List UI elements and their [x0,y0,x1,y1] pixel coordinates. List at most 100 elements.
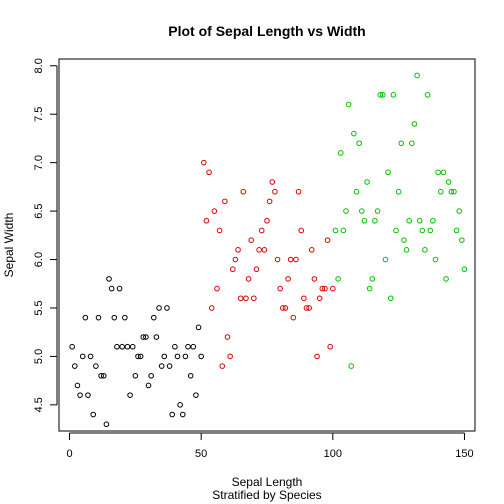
data-point [190,343,197,350]
data-point [87,353,94,360]
data-point [393,227,399,234]
data-point [314,353,320,360]
data-point [140,334,147,340]
y-tick-label: 7.0 [33,155,45,170]
y-axis-label: Sepal Width [2,213,16,278]
data-point [158,363,165,369]
data-point [229,266,236,273]
data-point [337,150,344,156]
data-point [71,363,78,369]
data-point [145,382,152,389]
data-point [127,392,133,398]
data-point [106,276,112,282]
data-point [343,208,349,214]
x-axis: 0 50 100 150 [66,432,474,460]
x-tick-label: 0 [66,448,72,460]
data-point [164,305,170,311]
data-point [235,247,241,253]
data-point [348,363,355,369]
data-point [224,334,231,340]
data-point [69,343,75,350]
data-point [295,188,302,195]
x-tick-label: 150 [455,448,473,460]
data-point [274,256,281,263]
data-point [414,72,420,79]
x-tick-label: 50 [195,448,207,460]
data-point [285,276,291,282]
data-point [298,227,305,234]
data-point [358,208,365,214]
data-point [422,247,428,253]
data-point [387,295,394,302]
data-point [208,305,215,311]
data-point [311,276,318,282]
data-point [424,92,431,98]
data-point [129,343,136,350]
data-point [187,372,194,379]
data-point [111,314,118,321]
data-point [132,372,139,379]
data-point [243,295,249,302]
data-point [351,130,357,137]
data-point [214,285,220,292]
data-point [419,227,426,234]
data-point [293,256,299,263]
data-point [345,101,352,108]
data-point [172,343,178,350]
data-point [443,276,449,282]
y-tick-label: 6.0 [33,252,45,267]
data-point [390,92,397,98]
data-point [182,353,189,360]
data-point [279,305,286,311]
data-point [322,285,328,292]
data-point [206,169,212,176]
data-point [203,217,210,224]
data-point [232,256,239,263]
data-point [222,198,228,205]
data-point [395,188,402,195]
data-point [119,343,125,350]
data-point [79,353,86,360]
data-point [430,217,436,224]
data-point [264,217,270,224]
y-tick-label: 4.5 [33,397,45,412]
data-point [398,140,405,147]
data-point [185,343,191,350]
data-point [108,285,115,292]
data-point [432,256,439,263]
data-point [93,363,99,369]
data-point [195,324,202,331]
data-point [303,305,310,311]
data-points [69,72,468,428]
data-point [216,227,223,234]
data-point [366,285,373,292]
data-point [324,237,331,243]
data-point [287,256,294,263]
data-point [272,188,278,195]
data-point [427,227,434,234]
data-point [411,121,418,127]
y-tick-label: 7.5 [33,107,45,122]
data-point [74,382,81,389]
data-point [261,247,268,253]
data-point [266,198,273,205]
data-point [406,217,412,224]
data-point [306,305,312,311]
data-point [416,217,423,224]
data-point [256,247,262,253]
data-point [98,372,104,379]
data-point [374,208,381,214]
data-point [198,353,204,360]
data-point [290,314,297,321]
data-point [90,411,97,418]
data-point [437,188,444,195]
y-tick-label: 8.0 [33,58,45,73]
data-point [364,179,370,185]
y-tick-label: 6.5 [33,203,45,218]
data-point [380,92,386,98]
data-point [330,285,336,292]
x-tick-label: 100 [324,448,342,460]
data-point [445,179,452,185]
data-point [282,305,289,311]
